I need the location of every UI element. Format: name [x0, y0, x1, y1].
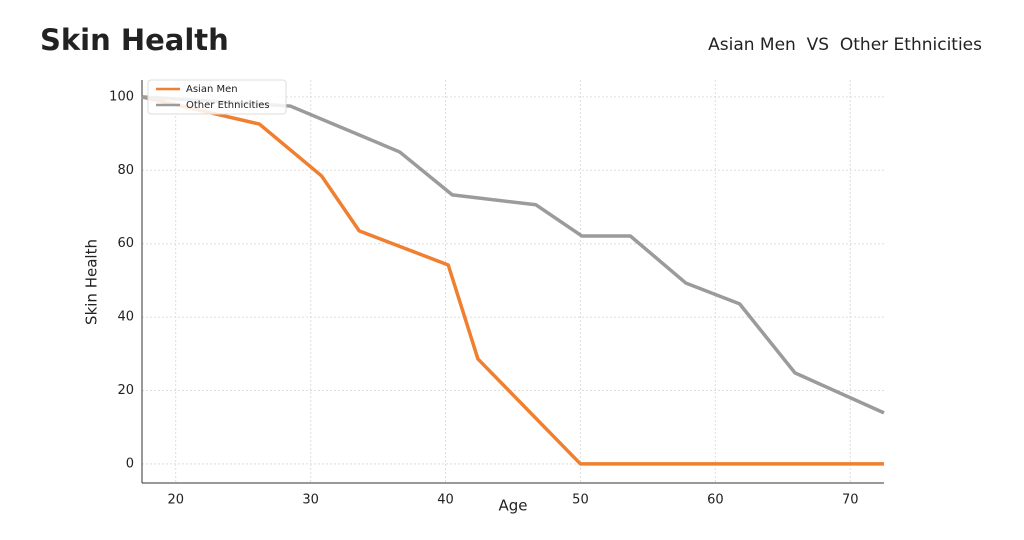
y-tick-label: 20 [117, 383, 134, 398]
x-tick-label: 70 [842, 493, 859, 508]
y-tick-label: 40 [117, 310, 134, 325]
y-tick-label: 60 [117, 236, 134, 251]
line-series [141, 95, 885, 415]
x-tick-label: 50 [572, 493, 589, 508]
legend-label: Asian Men [186, 84, 238, 95]
y-tick-label: 0 [126, 456, 134, 471]
y-tick-label: 80 [117, 163, 134, 178]
chart-title: Skin Health [40, 23, 229, 57]
y-axis-label: Skin Health [83, 239, 101, 325]
x-tick-label: 30 [302, 493, 319, 508]
x-axis-label: Age [498, 497, 527, 515]
x-tick-label: 60 [707, 493, 724, 508]
line-series [141, 95, 884, 466]
legend-box [147, 79, 287, 115]
y-tick-label: 100 [109, 89, 134, 104]
x-tick-label: 20 [167, 493, 184, 508]
chart-subtitle: Asian Men VS Other Ethnicities [708, 35, 982, 55]
x-tick-label: 40 [437, 493, 454, 508]
legend-label: Other Ethnicities [186, 100, 270, 111]
